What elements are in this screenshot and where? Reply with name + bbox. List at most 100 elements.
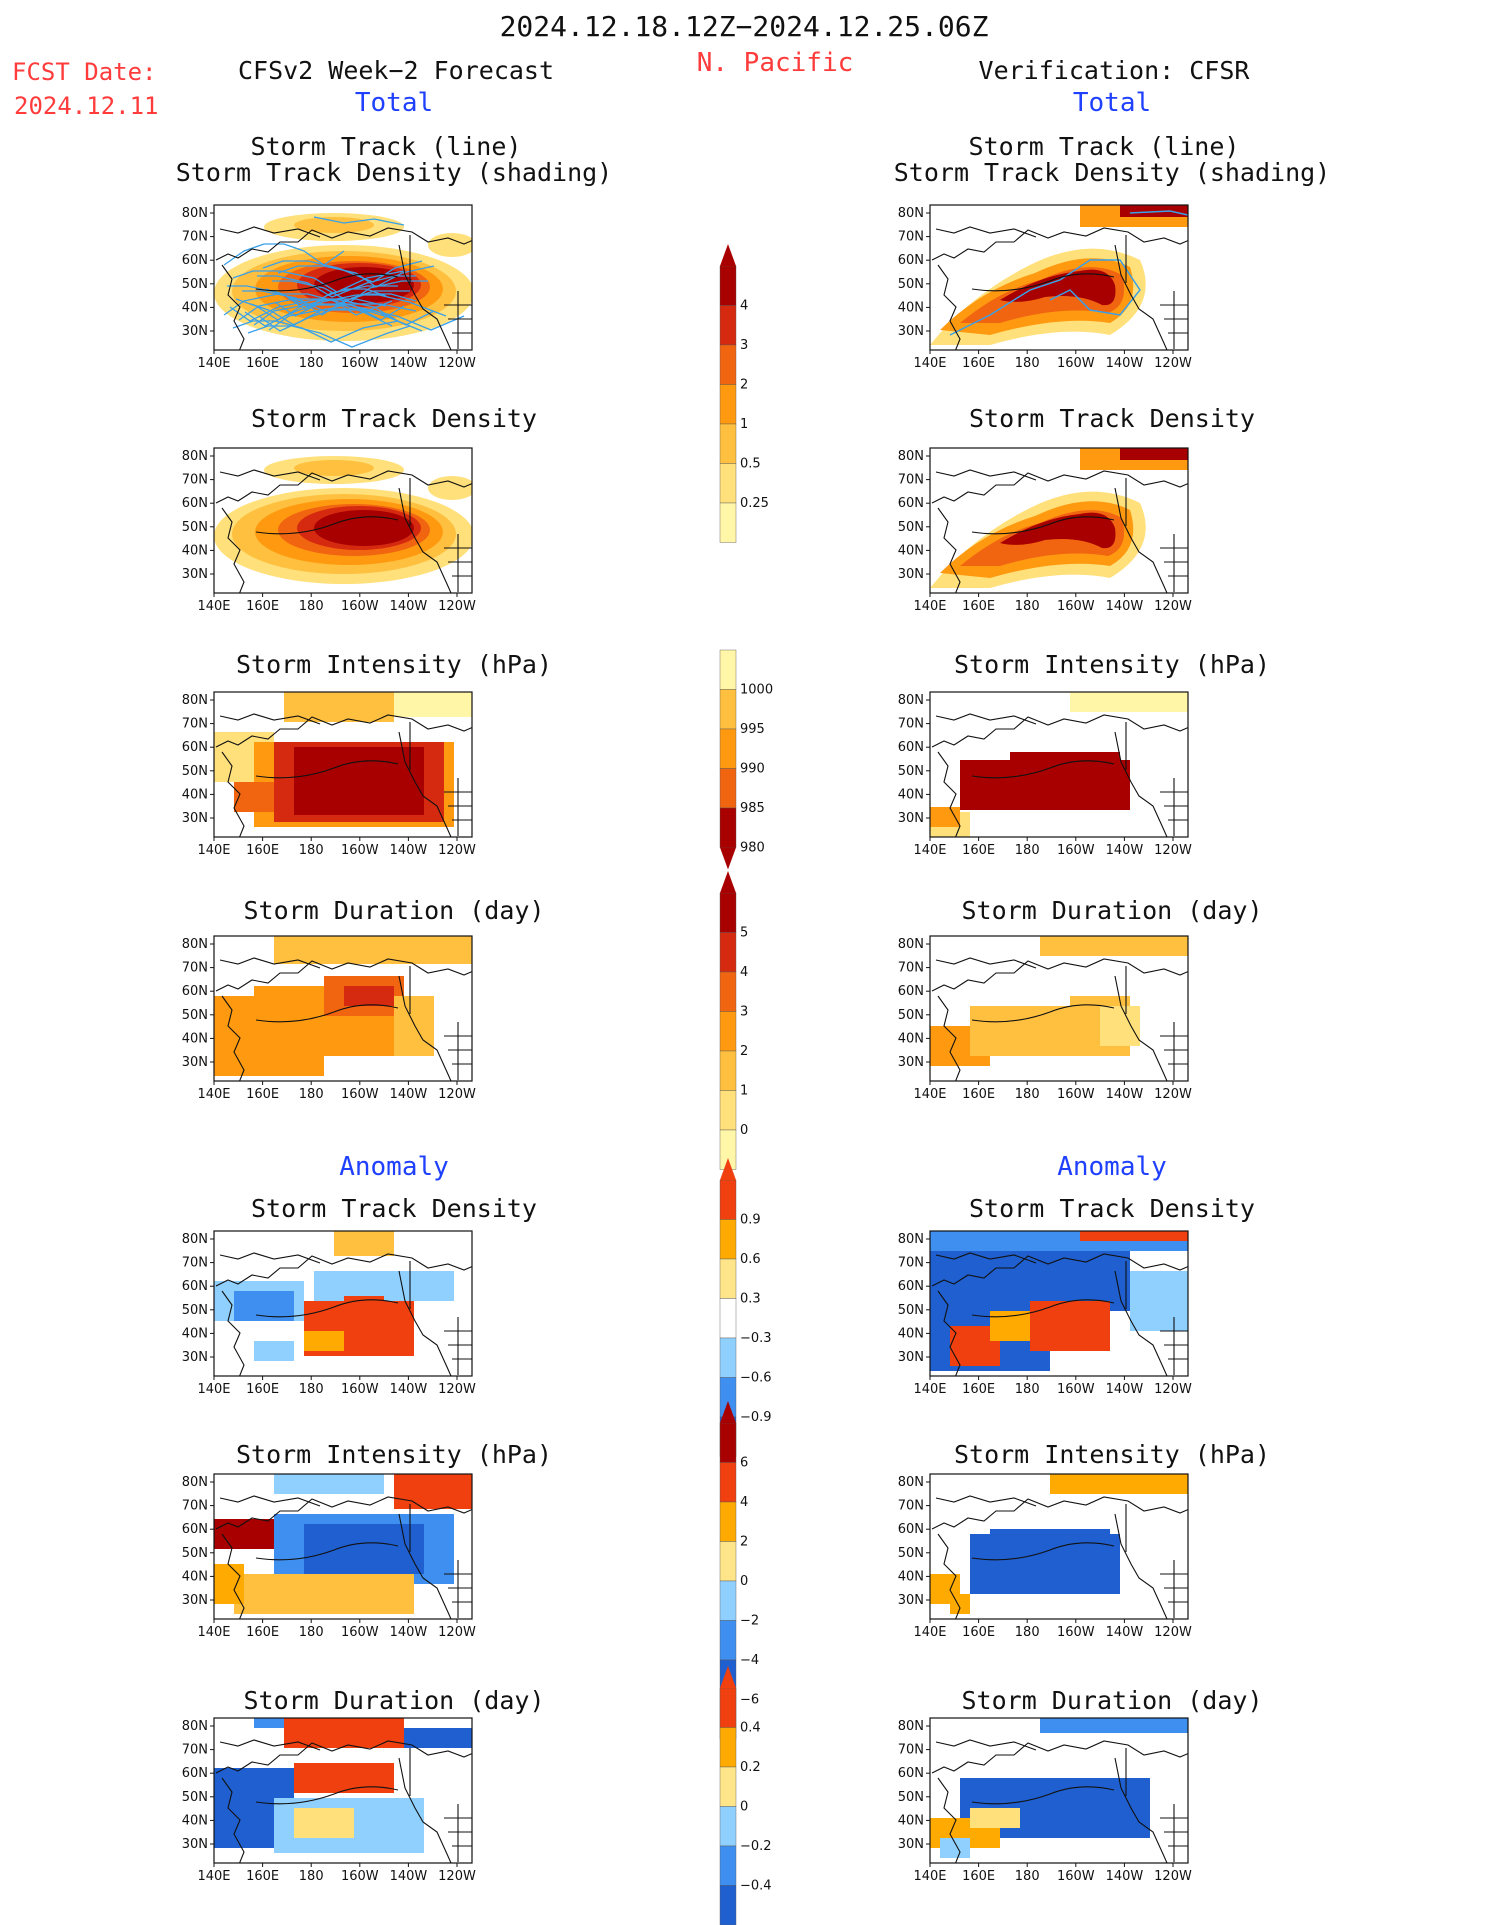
- lat-label: 30N: [898, 811, 924, 826]
- grid-cell-block: [294, 747, 424, 815]
- lon-label: 180: [1015, 1382, 1040, 1397]
- lon-label: 120W: [1154, 356, 1192, 371]
- lat-label: 60N: [898, 496, 924, 511]
- lat-label: 80N: [182, 937, 208, 952]
- state-borders: [1160, 1022, 1188, 1080]
- lat-label: 70N: [898, 717, 924, 732]
- fc-density-title: Storm Track Density: [251, 404, 537, 433]
- coastline-asia: [221, 507, 245, 593]
- state-borders: [444, 1022, 472, 1080]
- lat-label: 40N: [182, 1813, 208, 1828]
- lon-label: 180: [1015, 356, 1040, 371]
- lat-label: 50N: [898, 1790, 924, 1805]
- lat-label: 80N: [182, 1475, 208, 1490]
- grid-cell-block: [1100, 1006, 1140, 1046]
- lat-label: 80N: [898, 1232, 924, 1247]
- map-frame: [213, 1473, 473, 1620]
- coastline-arctic: [219, 469, 321, 481]
- grid-cell-block: [344, 986, 394, 1006]
- coastline-west-america: [398, 975, 452, 1081]
- grid-cell-block: [950, 1594, 970, 1614]
- lon-label: 180: [299, 1869, 324, 1884]
- lat-label: 50N: [898, 1008, 924, 1023]
- colorbar-swatch: [719, 689, 737, 730]
- state-borders: [444, 1560, 472, 1618]
- grid-cell-block: [334, 1231, 394, 1256]
- grid-cell-block: [354, 1768, 384, 1788]
- colorbar-label: 0: [740, 1123, 748, 1138]
- lon-label: 180: [299, 1382, 324, 1397]
- grid-cell-block: [234, 782, 274, 812]
- grid-cell-block: [960, 760, 1130, 810]
- colorbar-swatch: [719, 1885, 737, 1925]
- map-frame: [929, 204, 1189, 351]
- colorbar-label: 990: [740, 762, 765, 777]
- colorbar-label: −0.3: [740, 1331, 772, 1346]
- colorbar-swatch: [719, 1620, 737, 1661]
- fc-anom-duration-title: Storm Duration (day): [243, 1686, 545, 1715]
- colorbar-label: 4: [740, 299, 748, 314]
- lon-label: 140E: [197, 1625, 230, 1640]
- coastline-arctic: [935, 226, 1037, 238]
- lon-label: 140E: [197, 1382, 230, 1397]
- storm-track-line: [223, 293, 393, 316]
- lat-label: 60N: [182, 740, 208, 755]
- storm-track-line: [949, 259, 1141, 336]
- aleutian-arc: [255, 760, 399, 779]
- lat-label: 60N: [898, 740, 924, 755]
- vf-duration-title: Storm Duration (day): [961, 896, 1263, 925]
- vf-density-map: 80N 70N 60N 50N 40N 30N 140E 160E 180 160W 140W 120…: [898, 447, 1192, 614]
- lon-label: 140E: [913, 1625, 946, 1640]
- aleutian-arc: [971, 1299, 1115, 1318]
- vf-track-map: 80N 70N 60N 50N 40N 30N 140E 160E 180 160W 140W 120…: [898, 204, 1192, 371]
- aleutian-arc: [971, 760, 1115, 779]
- colorbar-arrow-top: [720, 244, 736, 266]
- map-content: [930, 936, 1188, 1081]
- lon-label: 140W: [390, 1087, 428, 1102]
- aleutian-arc: [971, 273, 1115, 292]
- coastline-west-america: [1114, 1757, 1168, 1863]
- vf-intensity-map: 80N 70N 60N 50N 40N 30N 140E 160E 180 160W 140W 120…: [898, 691, 1192, 858]
- colorbar-arrow-top: [720, 1666, 736, 1688]
- lat-label: 70N: [182, 1743, 208, 1758]
- colorbar-swatch: [719, 1050, 737, 1091]
- colorbar-label: −0.6: [740, 1371, 772, 1386]
- state-borders: [444, 534, 472, 592]
- colorbar-label: 2: [740, 1535, 748, 1550]
- lon-label: 140W: [1106, 1625, 1144, 1640]
- coastline-north: [931, 470, 1188, 504]
- coastline-arctic: [935, 1739, 1037, 1751]
- grid-cell-block: [304, 1524, 424, 1574]
- map-frame: [213, 1717, 473, 1864]
- lat-label: 30N: [182, 324, 208, 339]
- coastline-west-america: [398, 1513, 452, 1619]
- lon-label: 160W: [1057, 1625, 1095, 1640]
- colorbar-swatch: [719, 265, 737, 306]
- coastline-asia: [221, 1533, 245, 1619]
- lat-label: 80N: [182, 206, 208, 221]
- fc-density-map: 80N 70N 60N 50N 40N 30N 140E 160E 180 160W 140W 120…: [182, 447, 476, 614]
- grid-cell-block: [394, 692, 472, 717]
- lat-label: 50N: [898, 764, 924, 779]
- time-range-title: 2024.12.18.12Z−2024.12.25.06Z: [499, 10, 989, 43]
- colorbar-swatch: [719, 1462, 737, 1503]
- lat-label: 80N: [898, 1719, 924, 1734]
- shade-region: [1000, 269, 1116, 306]
- coastline-west-america: [1114, 975, 1168, 1081]
- lon-label: 180: [1015, 599, 1040, 614]
- aleutian-arc: [971, 516, 1115, 535]
- grid-cell-block: [1080, 1231, 1188, 1241]
- lat-label: 30N: [898, 324, 924, 339]
- lon-label: 160E: [962, 1382, 995, 1397]
- colorbar-label: 0.5: [740, 457, 761, 472]
- aleutian-arc: [971, 1004, 1115, 1023]
- coastline-arctic: [219, 1495, 321, 1507]
- lon-label: 140W: [390, 599, 428, 614]
- lat-label: 80N: [898, 1475, 924, 1490]
- colorbar-label: −0.4: [740, 1879, 772, 1894]
- lon-label: 160E: [246, 1087, 279, 1102]
- vf-track-shading-title: Storm Track Density (shading): [893, 158, 1331, 187]
- coastline-west-america: [398, 487, 452, 593]
- lon-label: 120W: [1154, 843, 1192, 858]
- lat-label: 30N: [182, 1593, 208, 1608]
